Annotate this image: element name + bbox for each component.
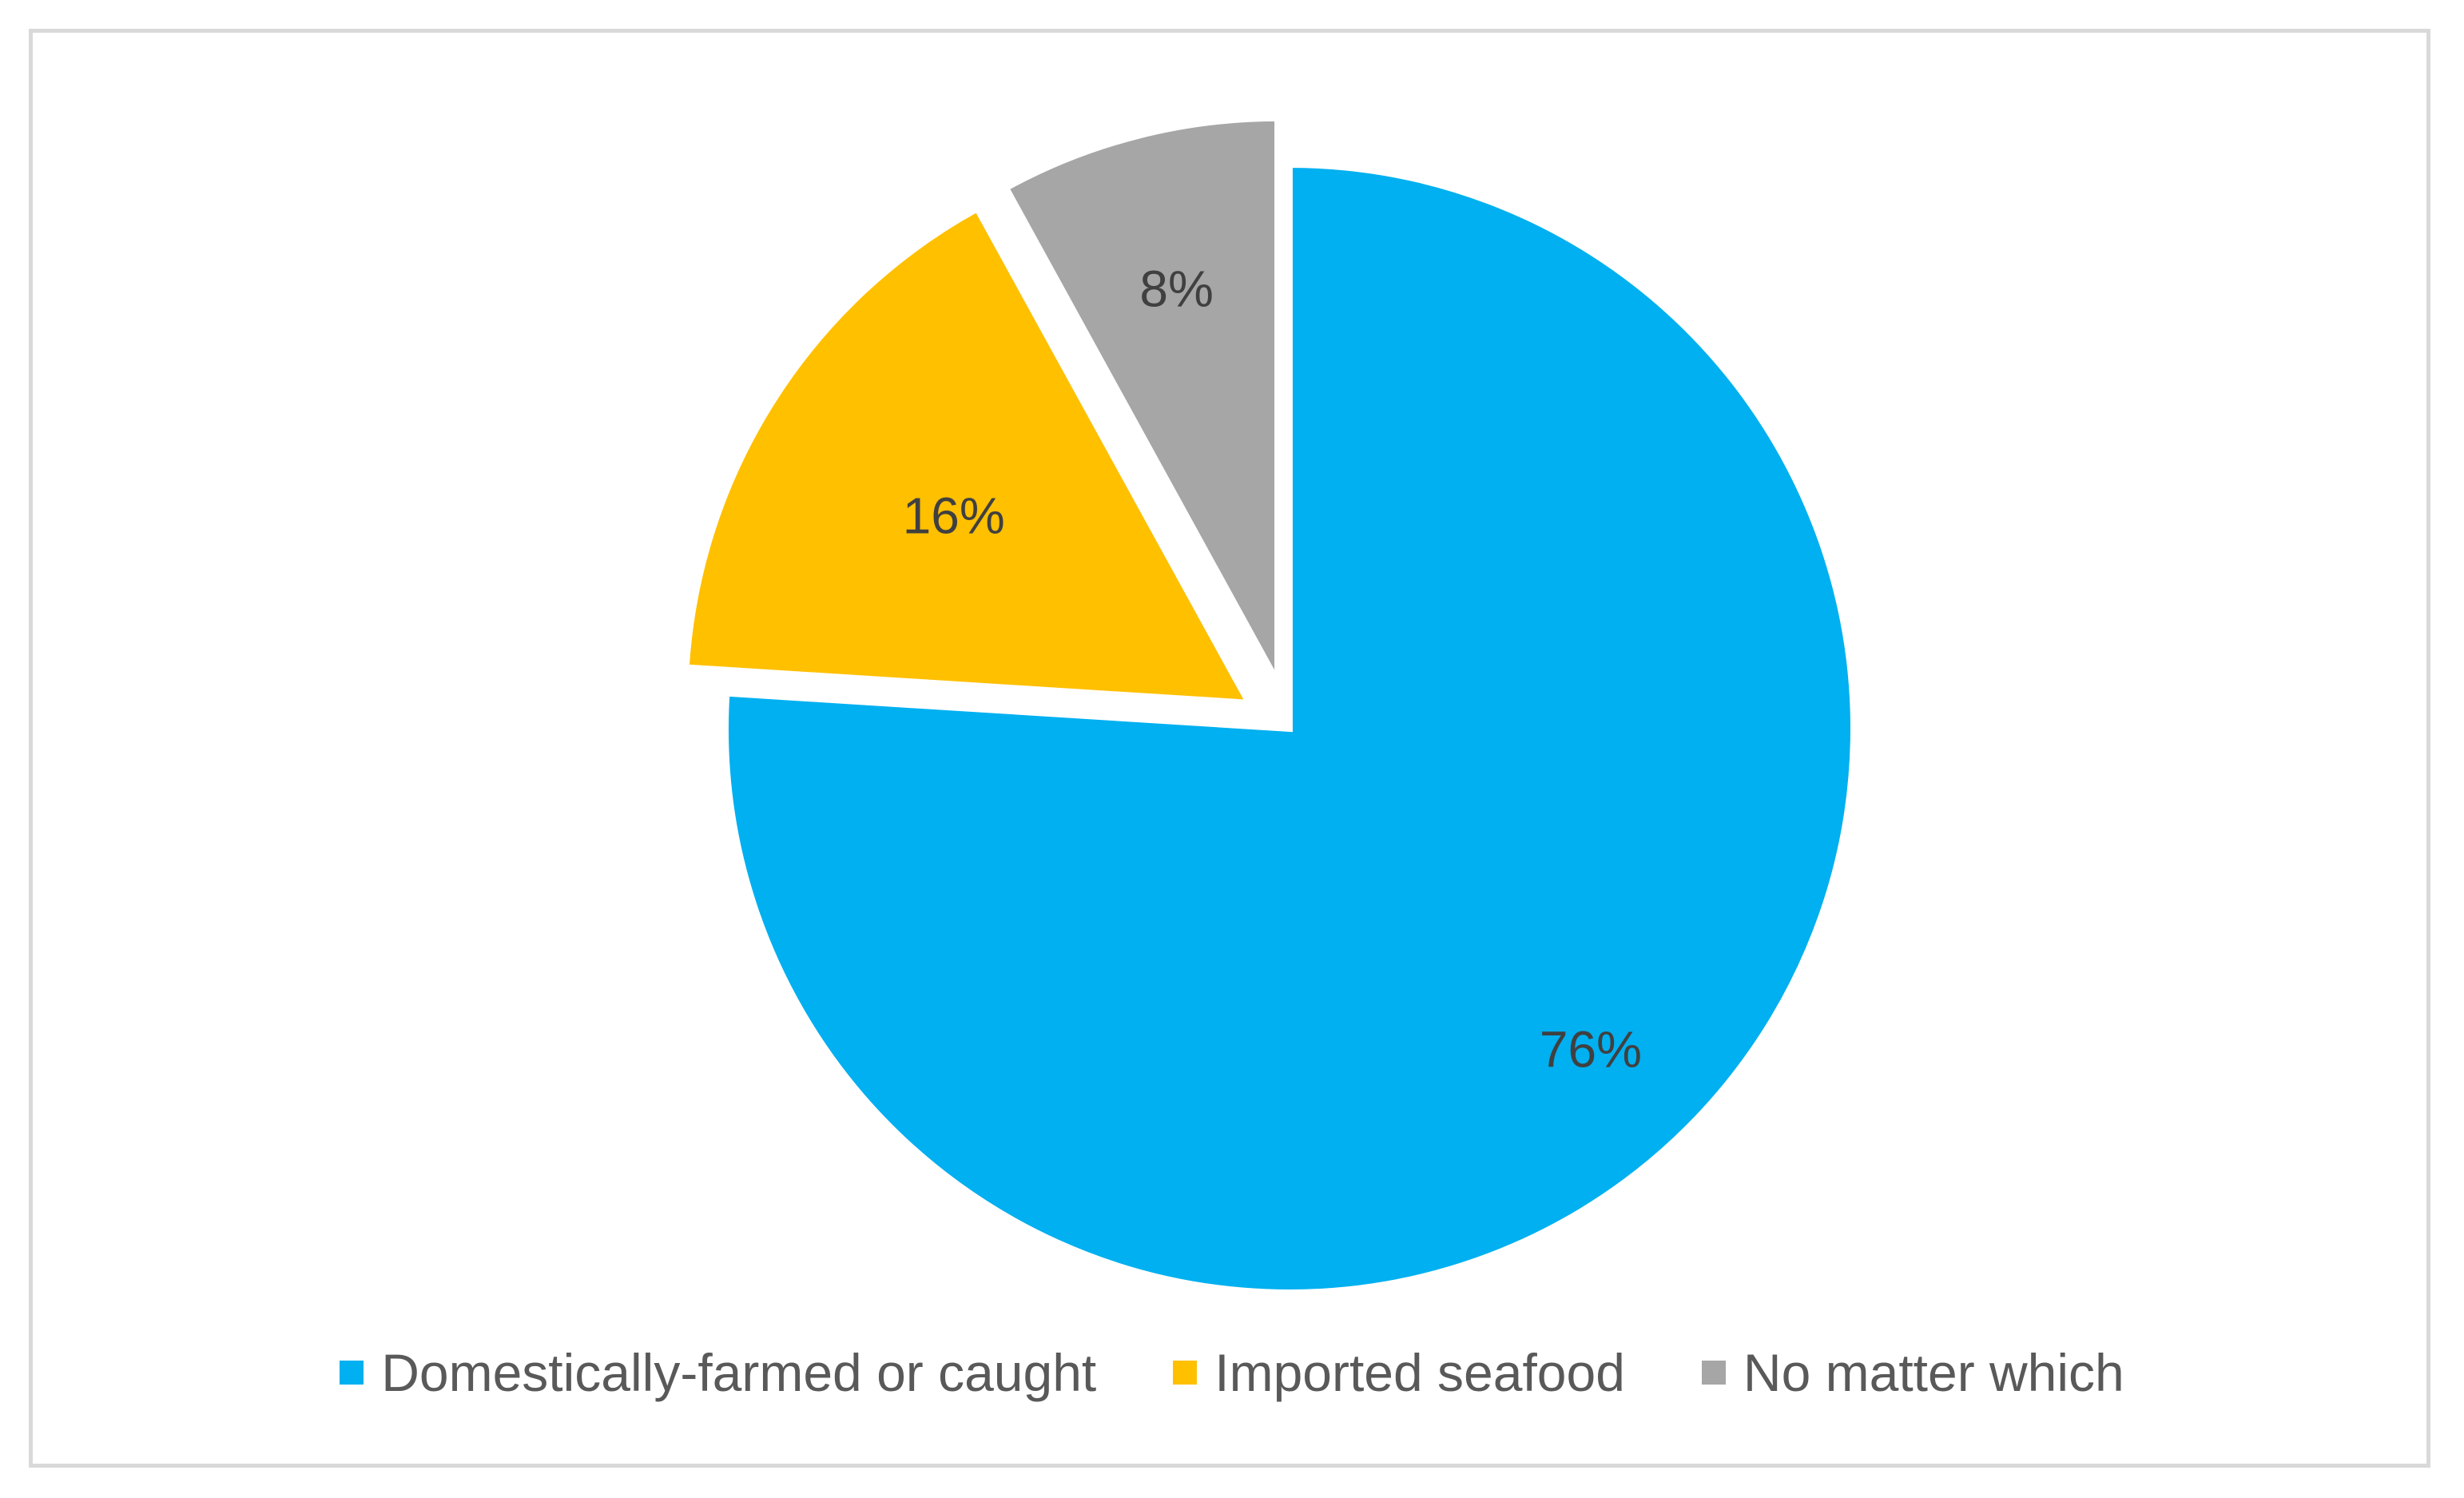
legend-swatch-no-matter [1701, 1361, 1726, 1385]
legend-label-no-matter: No matter which [1743, 1343, 2124, 1402]
legend-label-imported: Imported seafood [1214, 1343, 1625, 1402]
legend-item-no-matter: No matter which [1701, 1342, 2124, 1403]
data-label-imported: 16% [903, 487, 1005, 544]
pie-slice-imported [682, 204, 1255, 707]
pie-slice-domestic [722, 161, 1857, 1296]
legend: Domestically-farmed or caught Imported s… [0, 1342, 2464, 1403]
data-label-no-matter: 8% [1139, 260, 1214, 318]
pie-slices [682, 114, 1857, 1296]
legend-swatch-imported [1173, 1361, 1198, 1385]
pie-slice-no-matter [1001, 114, 1282, 684]
legend-item-imported: Imported seafood [1173, 1342, 1625, 1403]
legend-swatch-domestic [340, 1361, 364, 1385]
pie-labels: 76% 16% 8% [903, 260, 1642, 1079]
legend-label-domestic: Domestically-farmed or caught [381, 1343, 1097, 1402]
legend-item-domestic: Domestically-farmed or caught [340, 1342, 1096, 1403]
data-label-domestic: 76% [1540, 1020, 1642, 1078]
